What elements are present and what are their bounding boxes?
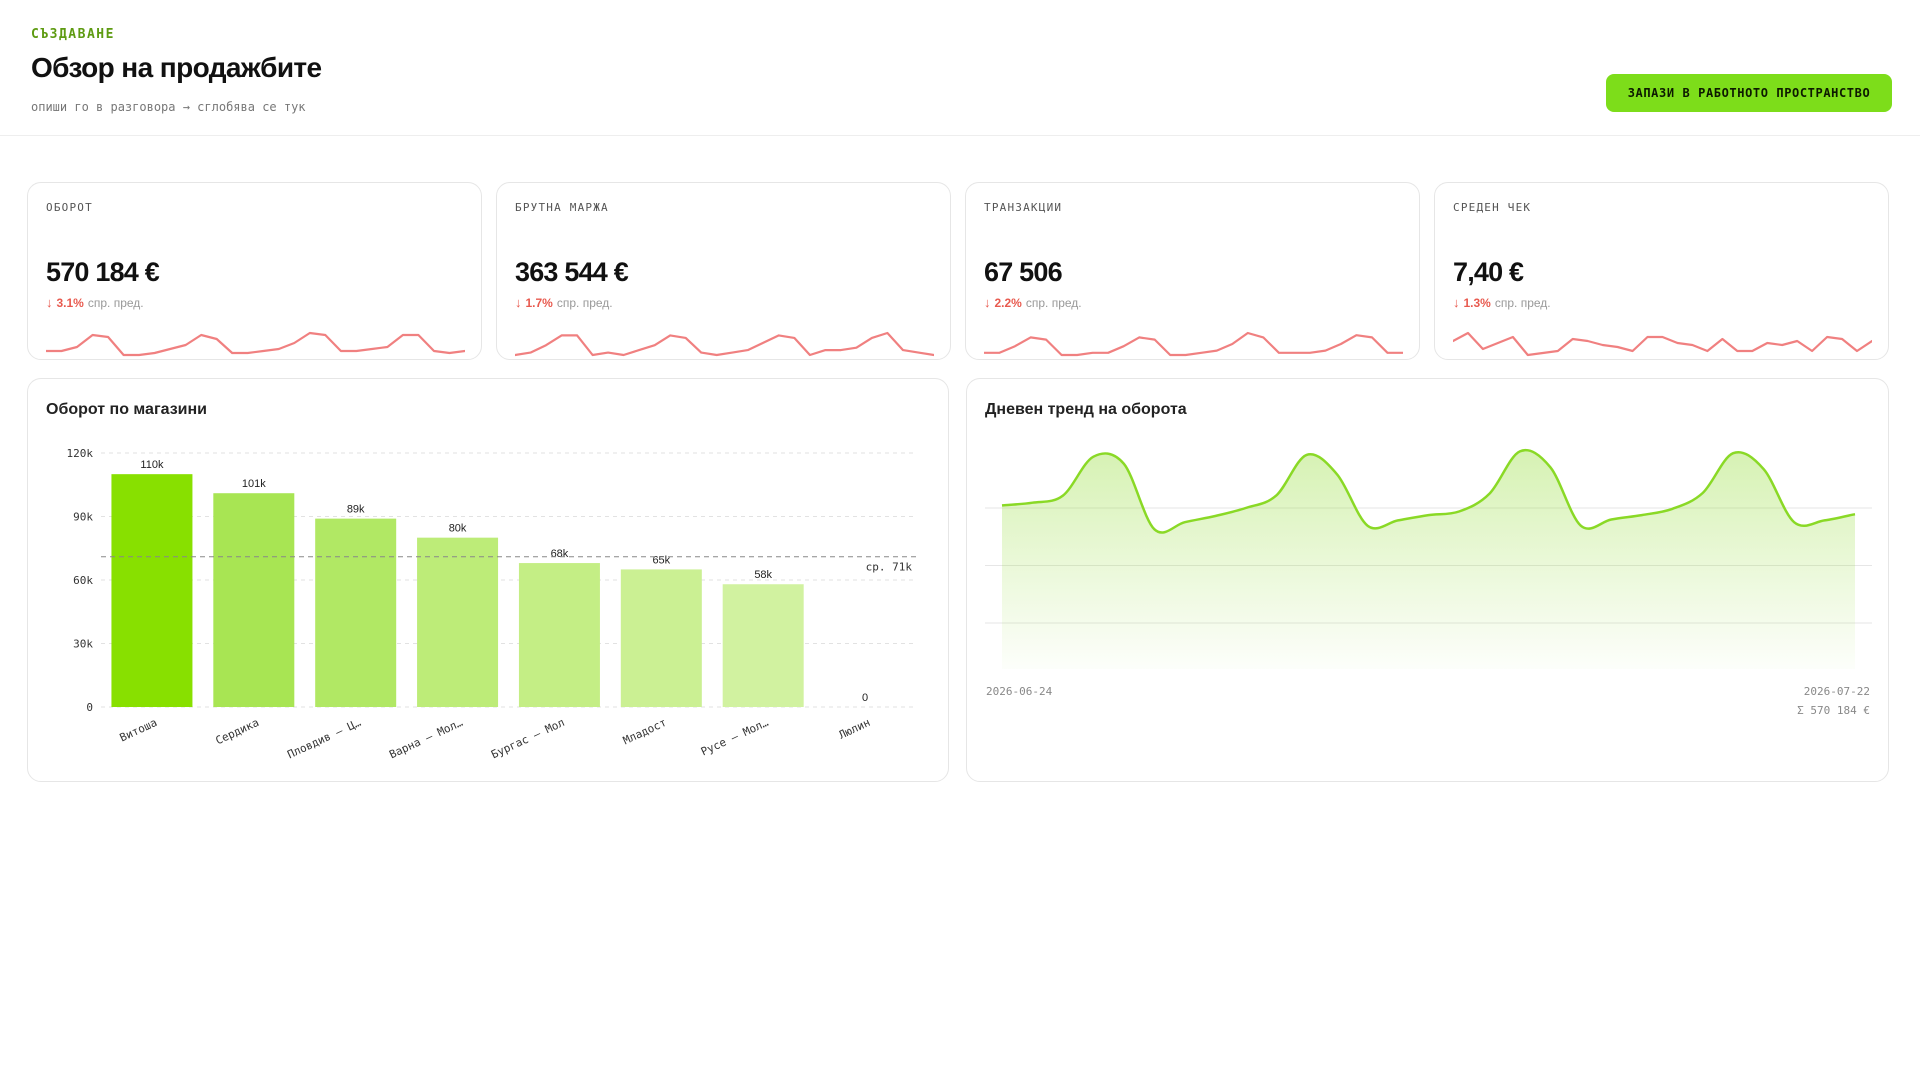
bar-value-label: 110k bbox=[140, 459, 164, 471]
trend-line bbox=[1001, 449, 1856, 534]
sparkline-path bbox=[46, 331, 465, 357]
bar[interactable] bbox=[315, 518, 397, 707]
kpi-delta: ↓ 1.3% спр. пред. bbox=[1453, 295, 1551, 310]
kpi-delta: ↓ 1.7% спр. пред. bbox=[515, 295, 613, 310]
trend-start-date: 2026-06-24 bbox=[986, 685, 1053, 698]
kpi-delta-percent: 3.1% bbox=[56, 295, 84, 310]
x-tick-label: Русе – Мол… bbox=[699, 716, 771, 759]
arrow-down-icon: ↓ bbox=[46, 295, 53, 310]
bar-value-label: 0 bbox=[862, 692, 868, 704]
bar-value-label: 68k bbox=[551, 548, 569, 560]
x-tick-label: Пловдив – Ц… bbox=[285, 716, 363, 762]
kpi-delta: ↓ 3.1% спр. пред. bbox=[46, 295, 144, 310]
x-tick-label: Бургас – Мол bbox=[489, 716, 567, 761]
x-tick-label: Витоша bbox=[118, 716, 160, 745]
y-tick-label: 90k bbox=[73, 511, 93, 524]
kpi-value: 570 184 € bbox=[46, 257, 160, 287]
y-tick-label: 120k bbox=[67, 447, 94, 460]
bar[interactable] bbox=[213, 493, 295, 707]
page-subtitle: опиши го в разговора → сглобява се тук bbox=[31, 100, 306, 114]
x-tick-label: Варна – Мол… bbox=[387, 716, 465, 762]
x-tick-label: Сердика bbox=[214, 716, 262, 747]
daily-revenue-trend-chart bbox=[985, 449, 1872, 669]
kpi-card-gross-margin: БРУТНА МАРЖА 363 544 € ↓ 1.7% спр. пред. bbox=[496, 182, 951, 360]
x-tick-label: Младост bbox=[621, 716, 669, 747]
kpi-delta-percent: 1.3% bbox=[1463, 295, 1491, 310]
kpi-delta-text: спр. пред. bbox=[87, 295, 144, 310]
kpi-sparkline bbox=[1453, 331, 1872, 357]
kpi-delta-text: спр. пред. bbox=[1025, 295, 1082, 310]
kpi-value: 7,40 € bbox=[1453, 257, 1524, 287]
x-tick-label: Люлин bbox=[837, 716, 873, 742]
revenue-by-store-panel: Оборот по магазини 0 30k 60k 90k 120k 110k Вит… bbox=[27, 378, 949, 782]
kpi-sparkline bbox=[515, 331, 934, 357]
average-label: ср. 71k bbox=[866, 561, 913, 574]
kpi-value: 67 506 bbox=[984, 257, 1063, 287]
bar[interactable] bbox=[111, 474, 193, 707]
kpi-label: СРЕДЕН ЧЕК bbox=[1453, 201, 1532, 214]
panel-title: Дневен тренд на оборота bbox=[985, 401, 1187, 418]
page-header: СЪЗДАВАНЕ Обзор на продажбите опиши го в… bbox=[0, 0, 1920, 136]
bar[interactable] bbox=[417, 537, 499, 707]
y-tick-label: 30k bbox=[73, 638, 93, 651]
bar-value-label: 58k bbox=[754, 569, 772, 581]
bar-value-label: 89k bbox=[347, 504, 365, 516]
save-to-workspace-button[interactable]: ЗАПАЗИ В РАБОТНОТО ПРОСТРАНСТВО bbox=[1606, 74, 1892, 112]
kpi-delta-percent: 2.2% bbox=[994, 295, 1022, 310]
trend-end-date: 2026-07-22 bbox=[1803, 685, 1870, 698]
kpi-value: 363 544 € bbox=[515, 257, 629, 287]
kpi-delta-text: спр. пред. bbox=[1494, 295, 1551, 310]
bar[interactable] bbox=[620, 569, 702, 707]
bar-value-label: 80k bbox=[449, 523, 467, 535]
trend-total: Σ 570 184 € bbox=[1797, 704, 1870, 717]
bar-value-label: 101k bbox=[242, 478, 266, 490]
kpi-card-transactions: ТРАНЗАКЦИИ 67 506 ↓ 2.2% спр. пред. bbox=[965, 182, 1420, 360]
kpi-delta: ↓ 2.2% спр. пред. bbox=[984, 295, 1082, 310]
kpi-delta-percent: 1.7% bbox=[525, 295, 553, 310]
header-eyebrow: СЪЗДАВАНЕ bbox=[31, 27, 115, 42]
bar[interactable] bbox=[518, 563, 600, 707]
bar-value-label: 65k bbox=[652, 554, 670, 566]
kpi-card-average-ticket: СРЕДЕН ЧЕК 7,40 € ↓ 1.3% спр. пред. bbox=[1434, 182, 1889, 360]
trend-area bbox=[1002, 450, 1855, 669]
kpi-label: ТРАНЗАКЦИИ bbox=[984, 201, 1063, 214]
sparkline-path bbox=[515, 331, 934, 357]
arrow-down-icon: ↓ bbox=[515, 295, 522, 310]
kpi-sparkline bbox=[46, 331, 465, 357]
panel-title: Оборот по магазини bbox=[46, 401, 207, 418]
revenue-by-store-chart: 0 30k 60k 90k 120k 110k Витоша 101k Сердика 89k Пл… bbox=[67, 447, 916, 762]
kpi-label: ОБОРОТ bbox=[46, 201, 93, 214]
kpi-delta-text: спр. пред. bbox=[556, 295, 613, 310]
page-title: Обзор на продажбите bbox=[31, 52, 322, 83]
y-tick-label: 60k bbox=[73, 574, 93, 587]
daily-revenue-trend-panel: Дневен тренд на оборота 2026-06-24 2026-… bbox=[966, 378, 1889, 782]
bar[interactable] bbox=[722, 584, 804, 707]
kpi-label: БРУТНА МАРЖА bbox=[515, 201, 609, 214]
sparkline-path bbox=[984, 331, 1403, 357]
sparkline-path bbox=[1453, 331, 1872, 357]
y-tick-label: 0 bbox=[86, 701, 93, 714]
arrow-down-icon: ↓ bbox=[1453, 295, 1460, 310]
arrow-down-icon: ↓ bbox=[984, 295, 991, 310]
kpi-card-revenue: ОБОРОТ 570 184 € ↓ 3.1% спр. пред. bbox=[27, 182, 482, 360]
kpi-sparkline bbox=[984, 331, 1403, 357]
